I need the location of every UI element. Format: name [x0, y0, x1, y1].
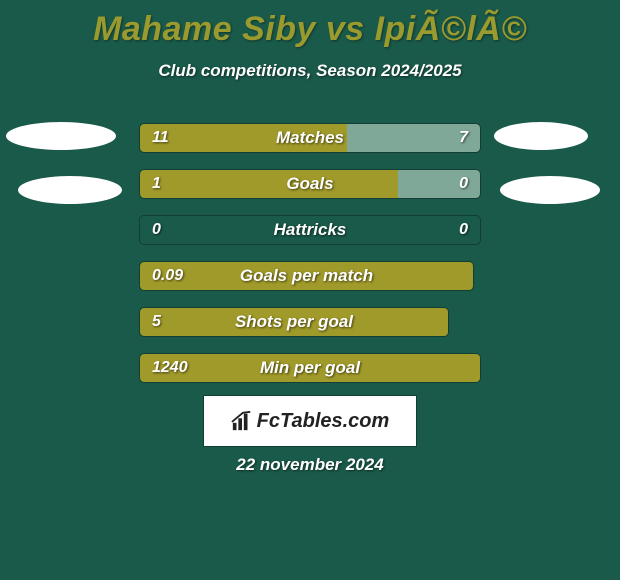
stat-right-value: 7	[459, 129, 468, 147]
decorative-ellipse	[6, 122, 116, 150]
stat-bar: 1Goals0	[139, 169, 481, 199]
date-label: 22 november 2024	[0, 455, 620, 475]
decorative-ellipse	[494, 122, 588, 150]
stat-bar: 0Hattricks0	[139, 215, 481, 245]
chart-icon	[231, 410, 253, 432]
decorative-ellipse	[18, 176, 122, 204]
stat-right-value: 0	[459, 221, 468, 239]
logo-box: FcTables.com	[203, 395, 417, 447]
decorative-ellipse	[500, 176, 600, 204]
stat-bar: 0.09Goals per match	[139, 261, 474, 291]
page-title: Mahame Siby vs IpiÃ©lÃ©	[0, 0, 620, 49]
subtitle: Club competitions, Season 2024/2025	[0, 61, 620, 81]
stat-label: Hattricks	[140, 220, 480, 240]
stat-bar: 5Shots per goal	[139, 307, 449, 337]
stat-right-value: 0	[459, 175, 468, 193]
stat-label: Shots per goal	[140, 312, 448, 332]
logo: FcTables.com	[231, 410, 390, 433]
stat-label: Goals per match	[140, 266, 473, 286]
stat-label: Matches	[140, 128, 480, 148]
comparison-bars: 11Matches71Goals00Hattricks00.09Goals pe…	[139, 123, 481, 399]
stat-label: Min per goal	[140, 358, 480, 378]
stat-bar: 11Matches7	[139, 123, 481, 153]
stat-label: Goals	[140, 174, 480, 194]
stat-bar: 1240Min per goal	[139, 353, 481, 383]
logo-text: FcTables.com	[257, 410, 390, 433]
